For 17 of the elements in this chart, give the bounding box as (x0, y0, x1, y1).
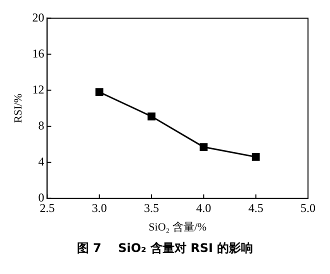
point (148, 112, 156, 120)
x-tick-label: 4.5 (248, 200, 264, 215)
x-tick-label: 5.0 (300, 200, 316, 215)
y-tick-label: 4 (38, 154, 44, 169)
x-tick-label: 4.0 (196, 200, 212, 215)
x-tick-label: 3.0 (92, 200, 107, 215)
y-axis-title: RSI/% (12, 94, 24, 123)
y-tick-label: 12 (32, 82, 44, 96)
point (95, 88, 104, 96)
y-tick-label: 16 (32, 46, 44, 60)
y-tick-label: 8 (38, 118, 44, 132)
caption: 图 7 SiO₂ 含量对 RSI 的影响 (76, 240, 254, 257)
y-tick-label: 20 (32, 10, 44, 24)
point (200, 143, 208, 151)
x-axis-title: SiO₂ 含量/% (148, 220, 207, 234)
point (252, 153, 260, 161)
x-tick-label: 3.5 (144, 200, 160, 215)
